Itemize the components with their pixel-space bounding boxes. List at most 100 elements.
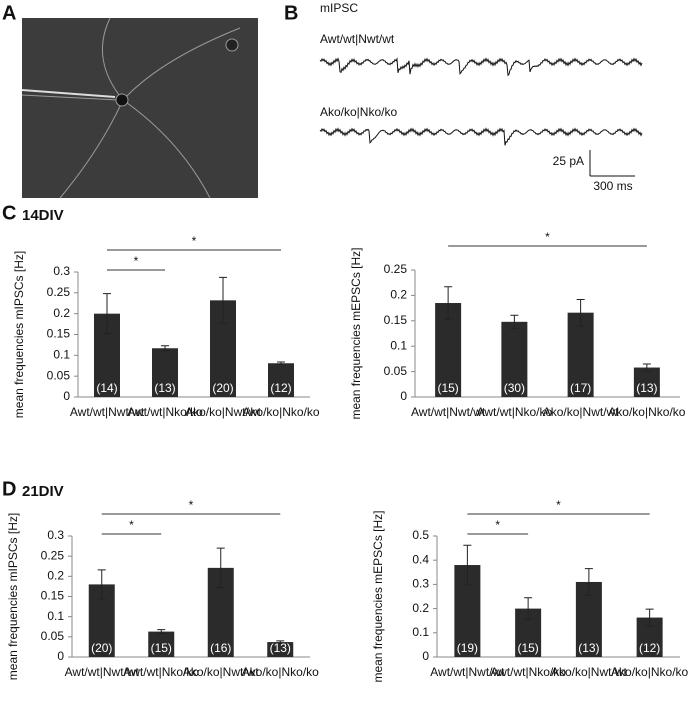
- x-tick-label: Awt/wt|Nwt/wt: [430, 665, 505, 679]
- n-label: (13): [154, 381, 175, 395]
- significance-label: *: [129, 518, 134, 532]
- bar: [633, 367, 660, 397]
- error-bar: [219, 276, 227, 324]
- bar: [268, 363, 294, 397]
- bar: [148, 631, 175, 657]
- trace: [319, 127, 643, 146]
- error-bar: [524, 597, 533, 620]
- significance-label: *: [189, 498, 194, 512]
- panel-label: A: [2, 2, 16, 24]
- y-tick-label: 0: [400, 389, 407, 403]
- panel-label: C: [2, 202, 16, 224]
- n-label: (13): [270, 641, 291, 655]
- y-tick-label: 0.3: [412, 577, 429, 591]
- bar: [501, 321, 528, 397]
- panel-label: B: [284, 2, 298, 24]
- x-tick-label: Awt/wt|Nko/ko: [123, 665, 199, 679]
- y-axis-label: mean frequencies mEPSCs [Hz]: [371, 510, 385, 682]
- significance-label: *: [192, 234, 197, 248]
- y-tick-label: 0: [57, 649, 64, 663]
- y-tick-label: 0.1: [390, 338, 407, 352]
- n-label: (12): [639, 641, 660, 655]
- y-tick-label: 0.2: [390, 288, 407, 302]
- panel-title: 21DIV: [22, 483, 64, 500]
- y-axis-label: mean frequencies mIPSCs [Hz]: [12, 251, 26, 418]
- y-tick-label: 0: [63, 389, 70, 403]
- n-label: (16): [210, 641, 231, 655]
- error-bar: [444, 286, 453, 320]
- error-bar: [645, 608, 654, 627]
- error-bar: [276, 640, 285, 644]
- error-bar: [103, 293, 111, 335]
- n-label: (13): [578, 641, 599, 655]
- panel-title: 14DIV: [22, 207, 64, 224]
- n-label: (17): [570, 381, 591, 395]
- x-tick-label: Ako/ko|Nwt/wt: [185, 405, 261, 419]
- y-tick-label: 0.1: [53, 348, 70, 362]
- n-label: (30): [504, 381, 525, 395]
- y-tick-label: 0.25: [384, 262, 408, 276]
- x-tick-label: Ako/ko|Nwt/wt: [183, 665, 259, 679]
- significance-label: *: [556, 498, 561, 512]
- y-tick-label: 0.15: [41, 589, 65, 603]
- y-tick-label: 0.1: [412, 625, 429, 639]
- y-tick-label: 0.4: [412, 552, 429, 566]
- x-tick-label: Awt/wt|Nwt/wt: [65, 665, 140, 679]
- n-label: (15): [517, 641, 538, 655]
- micrograph-detail: [21, 17, 241, 199]
- x-tick-label: Ako/ko|Nko/ko: [242, 405, 319, 419]
- n-label: (14): [96, 381, 117, 395]
- n-label: (12): [270, 381, 291, 395]
- x-tick-label: Awt/wt|Nko/ko: [490, 665, 566, 679]
- x-tick-label: Awt/wt|Nwt/wt: [411, 405, 486, 419]
- error-bar: [584, 568, 593, 596]
- x-tick-label: Ako/ko|Nko/ko: [611, 665, 688, 679]
- y-tick-label: 0.2: [412, 601, 429, 615]
- significance-label: *: [134, 254, 139, 268]
- bar: [267, 642, 294, 657]
- error-bar: [642, 363, 651, 372]
- y-axis-label: mean frequencies mIPSCs [Hz]: [6, 513, 20, 680]
- significance-label: *: [545, 230, 550, 244]
- error-bar: [576, 298, 585, 327]
- trace: [319, 57, 643, 77]
- x-tick-label: Ako/ko|Nko/ko: [242, 665, 319, 679]
- y-tick-label: 0.05: [41, 629, 65, 643]
- error-bar: [161, 345, 169, 352]
- y-tick-label: 0.1: [47, 609, 64, 623]
- y-axis-label: mean frequencies mEPSCs [Hz]: [349, 247, 363, 419]
- n-label: (13): [636, 381, 657, 395]
- y-tick-label: 0.15: [384, 313, 408, 327]
- panel-label: D: [2, 478, 16, 500]
- micrograph: [22, 18, 258, 198]
- bar: [152, 348, 178, 397]
- x-tick-label: Ako/ko|Nwt/wt: [543, 405, 619, 419]
- n-label: (19): [457, 641, 478, 655]
- error-bar: [463, 544, 472, 586]
- error-bar: [157, 629, 166, 635]
- x-tick-label: Awt/wt|Nko/ko: [477, 405, 553, 419]
- n-label: (15): [437, 381, 458, 395]
- x-tick-label: Awt/wt|Nwt/wt: [70, 405, 145, 419]
- y-tick-label: 0.05: [47, 368, 71, 382]
- trace-title: mIPSC: [320, 1, 358, 15]
- significance-label: *: [495, 518, 500, 532]
- x-tick-label: Ako/ko|Nko/ko: [608, 405, 685, 419]
- y-tick-label: 0.25: [41, 548, 65, 562]
- x-tick-label: Awt/wt|Nko/ko: [127, 405, 203, 419]
- y-tick-label: 0.15: [47, 327, 71, 341]
- y-tick-label: 0.3: [47, 528, 64, 542]
- trace-label: Ako/ko|Nko/ko: [320, 105, 397, 119]
- error-bar: [277, 361, 285, 365]
- y-tick-label: 0.2: [47, 569, 64, 583]
- error-bar: [510, 314, 519, 329]
- trace-label: Awt/wt|Nwt/wt: [320, 32, 395, 46]
- y-tick-label: 0.25: [47, 285, 71, 299]
- n-label: (20): [212, 381, 233, 395]
- scale-label: 300 ms: [593, 179, 632, 193]
- y-tick-label: 0: [422, 649, 429, 663]
- bar: [567, 312, 594, 397]
- y-tick-label: 0.5: [412, 528, 429, 542]
- n-label: (20): [91, 641, 112, 655]
